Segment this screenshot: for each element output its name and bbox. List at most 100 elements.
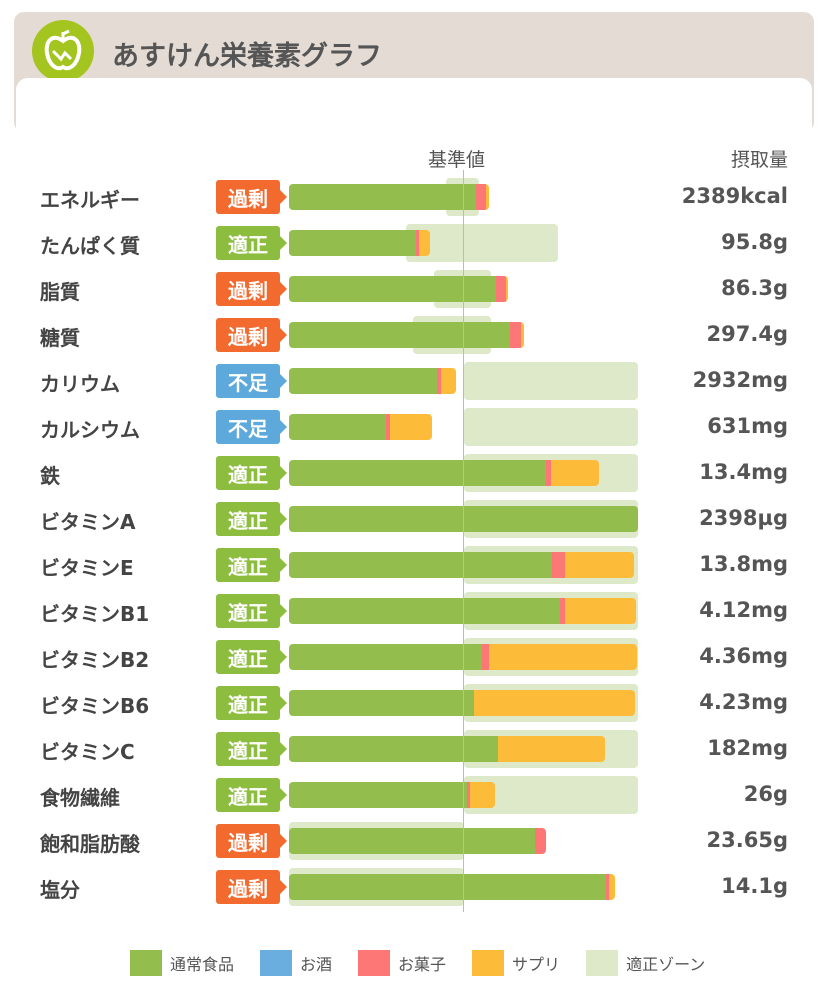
bar-segment-supplement <box>520 322 524 348</box>
bar-segment-normal <box>289 230 417 256</box>
intake-bar <box>289 414 432 440</box>
bar-segment-normal <box>289 828 536 854</box>
bar-segment-snack <box>466 782 470 808</box>
intake-value: 13.4mg <box>699 460 788 484</box>
bar-segment-snack <box>475 184 486 210</box>
intake-value: 4.23mg <box>699 690 788 714</box>
legend-label: お菓子 <box>398 955 447 974</box>
intake-bar <box>289 736 605 762</box>
status-badge: 過剰 <box>216 824 287 858</box>
status-badge: 不足 <box>216 410 287 444</box>
status-badge: 適正 <box>216 548 287 582</box>
intake-bar <box>289 230 430 256</box>
status-badge: 適正 <box>216 732 287 766</box>
bar-segment-supplement <box>390 414 432 440</box>
legend-swatch <box>130 950 162 976</box>
bar-segment-snack <box>416 230 419 256</box>
intake-bar <box>289 874 615 900</box>
legend-swatch <box>358 950 391 976</box>
bar-segment-snack <box>509 322 521 348</box>
intake-value: 4.12mg <box>699 598 788 622</box>
status-badge: 適正 <box>216 502 287 536</box>
nutrient-name: 塩分 <box>40 878 80 902</box>
legend-label: お酒 <box>300 955 333 974</box>
nutrient-row: 糖質 過剰 297.4g <box>0 312 828 358</box>
nutrient-name: ビタミンB1 <box>40 602 150 626</box>
bar-segment-normal <box>289 690 474 716</box>
bar-segment-supplement <box>440 368 456 394</box>
intake-bar <box>289 828 547 854</box>
bar-segment-supplement <box>485 184 489 210</box>
nutrient-row: 鉄 適正 13.4mg <box>0 450 828 496</box>
bar-segment-snack <box>481 644 489 670</box>
intake-value: 2398µg <box>699 506 788 530</box>
nutrient-row: エネルギー 過剰 2389kcal <box>0 174 828 220</box>
nutrient-name: ビタミンE <box>40 556 134 580</box>
nutrient-row: 塩分 過剰 14.1g <box>0 864 828 910</box>
intake-value: 297.4g <box>706 322 788 346</box>
legend-item: お菓子 <box>358 950 446 976</box>
nutrient-row: カルシウム 不足 631mg <box>0 404 828 450</box>
legend-label: 通常食品 <box>170 955 235 974</box>
intake-value: 14.1g <box>721 874 788 898</box>
bar-segment-normal <box>289 276 496 302</box>
bar-segment-normal <box>289 322 510 348</box>
intake-value: 95.8g <box>721 230 788 254</box>
nutrient-row: 飽和脂肪酸 過剰 23.65g <box>0 818 828 864</box>
status-badge: 適正 <box>216 686 287 720</box>
bar-segment-normal <box>289 598 560 624</box>
legend-item: お酒 <box>260 950 332 976</box>
reference-header: 基準値 <box>428 149 486 171</box>
status-badge: 適正 <box>216 456 287 490</box>
intake-value: 4.36mg <box>699 644 788 668</box>
bar-segment-snack <box>436 368 441 394</box>
intake-value: 631mg <box>707 414 788 438</box>
intake-value: 2932mg <box>692 368 788 392</box>
apple-logo-icon <box>32 20 94 82</box>
intake-bar <box>289 368 456 394</box>
status-badge: 適正 <box>216 594 287 628</box>
nutrient-row: 食物繊維 適正 26g <box>0 772 828 818</box>
bar-segment-supplement <box>564 552 634 578</box>
nutrient-row: ビタミンA 適正 2398µg <box>0 496 828 542</box>
bar-segment-normal <box>289 368 437 394</box>
nutrient-name: 脂質 <box>40 280 80 304</box>
nutrient-row: ビタミンB1 適正 4.12mg <box>0 588 828 634</box>
bar-segment-supplement <box>488 644 637 670</box>
bar-segment-normal <box>289 782 467 808</box>
legend: 通常食品 お酒 お菓子 サプリ 適正ゾーン <box>130 950 731 976</box>
status-badge: 不足 <box>216 364 287 398</box>
nutrient-name: 飽和脂肪酸 <box>40 832 140 856</box>
bar-segment-snack <box>535 828 547 854</box>
bar-segment-snack <box>551 552 565 578</box>
intake-bar <box>289 644 637 670</box>
nutrient-name: 糖質 <box>40 326 80 350</box>
legend-label: 適正ゾーン <box>626 955 706 974</box>
bar-segment-normal <box>289 874 607 900</box>
bar-segment-normal <box>289 644 482 670</box>
bar-segment-normal <box>289 460 547 486</box>
bar-segment-supplement <box>498 736 605 762</box>
legend-item: 適正ゾーン <box>586 950 705 976</box>
intake-value: 26g <box>743 782 788 806</box>
reference-line <box>463 170 464 912</box>
bar-segment-snack <box>495 276 506 302</box>
bar-segment-normal <box>289 414 387 440</box>
intake-value: 2389kcal <box>681 184 788 208</box>
intake-bar <box>289 598 637 624</box>
intake-bar <box>289 690 636 716</box>
intake-header: 摂取量 <box>730 149 788 171</box>
nutrient-row: ビタミンE 適正 13.8mg <box>0 542 828 588</box>
nutrient-name: ビタミンB6 <box>40 694 150 718</box>
intake-value: 86.3g <box>721 276 788 300</box>
page-title: あすけん栄養素グラフ <box>112 41 382 72</box>
optimal-zone <box>463 408 638 446</box>
nutrient-name: ビタミンC <box>40 740 135 764</box>
bar-segment-normal <box>289 184 476 210</box>
bar-segment-snack <box>606 874 610 900</box>
bar-segment-supplement <box>565 598 637 624</box>
intake-bar <box>289 782 495 808</box>
bar-segment-supplement <box>551 460 600 486</box>
bar-segment-normal <box>289 736 499 762</box>
intake-bar <box>289 322 524 348</box>
